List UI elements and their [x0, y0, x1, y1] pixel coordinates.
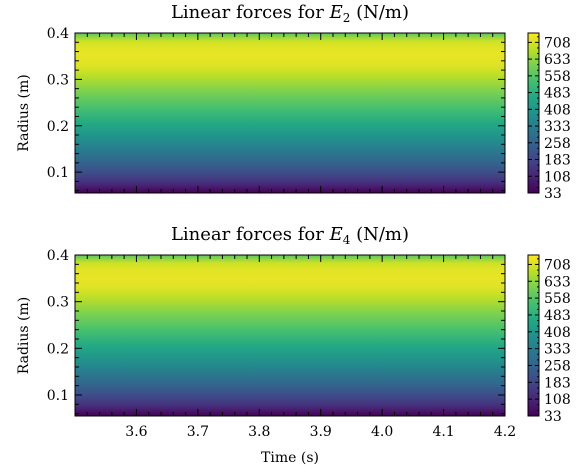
colorbar-tick-label: 258 [544, 136, 571, 152]
colorbar-tick-label: 183 [544, 153, 571, 169]
colorbar-tick-label: 558 [544, 69, 571, 85]
x-tick-label: 3.7 [187, 424, 209, 440]
x-tick-label: 3.9 [310, 424, 332, 440]
x-tick-label: 3.6 [125, 424, 147, 440]
x-tick-label: 3.8 [248, 424, 270, 440]
y-tick-label: 0.3 [47, 72, 69, 88]
colorbar-tick-label: 708 [544, 35, 571, 51]
colorbar-tick-label: 333 [544, 119, 571, 135]
y-tick-label: 0.3 [47, 295, 69, 311]
colorbar-tick-label: 558 [544, 291, 571, 307]
colorbar-tick-label: 108 [544, 169, 571, 185]
colorbar-bar [527, 32, 540, 194]
colorbar-tick-label: 333 [544, 342, 571, 358]
x-tick-label: 4.0 [371, 424, 393, 440]
heatmap-field [75, 255, 505, 416]
plot-frame [74, 254, 506, 417]
heatmap-panel-1: Linear forces for E2 (N/m) Radius (m) 0.1 0… [16, 2, 571, 202]
y-tick-label: 0.1 [47, 388, 69, 404]
colorbar-tick-label: 633 [544, 52, 571, 68]
chart-title: Linear forces for E2 (N/m) [171, 2, 409, 25]
y-axis-label: Radius (m) [16, 74, 32, 152]
y-tick-label: 0.2 [47, 119, 69, 135]
x-tick-label: 4.2 [494, 424, 516, 440]
plot-frame [74, 32, 506, 194]
y-tick-label: 0.4 [47, 248, 69, 264]
colorbar-tick-label: 483 [544, 86, 571, 102]
y-axis-label: Radius (m) [16, 297, 32, 375]
colorbar-tick-label: 633 [544, 274, 571, 290]
colorbar-tick-label: 183 [544, 375, 571, 391]
y-tick-label: 0.2 [47, 341, 69, 357]
chart-title: Linear forces for E4 (N/m) [171, 224, 409, 247]
colorbar-tick-label: 33 [544, 186, 562, 202]
heatmap-panel-2: Linear forces for E4 (N/m) Radius (m) 0.1 0… [16, 224, 571, 466]
colorbar-tick-label: 108 [544, 392, 571, 408]
colorbar-tick-label: 33 [544, 409, 562, 425]
x-tick-label: 4.1 [432, 424, 454, 440]
y-tick-label: 0.4 [47, 26, 69, 42]
heatmap-field [75, 33, 505, 193]
colorbar-tick-label: 708 [544, 257, 571, 273]
x-axis-label: Time (s) [261, 450, 319, 466]
colorbar-tick-label: 408 [544, 325, 571, 341]
colorbar-tick-label: 258 [544, 358, 571, 374]
colorbar-tick-label: 483 [544, 308, 571, 324]
colorbar-bar [527, 254, 540, 417]
colorbar-tick-label: 408 [544, 102, 571, 118]
y-tick-label: 0.1 [47, 165, 69, 181]
